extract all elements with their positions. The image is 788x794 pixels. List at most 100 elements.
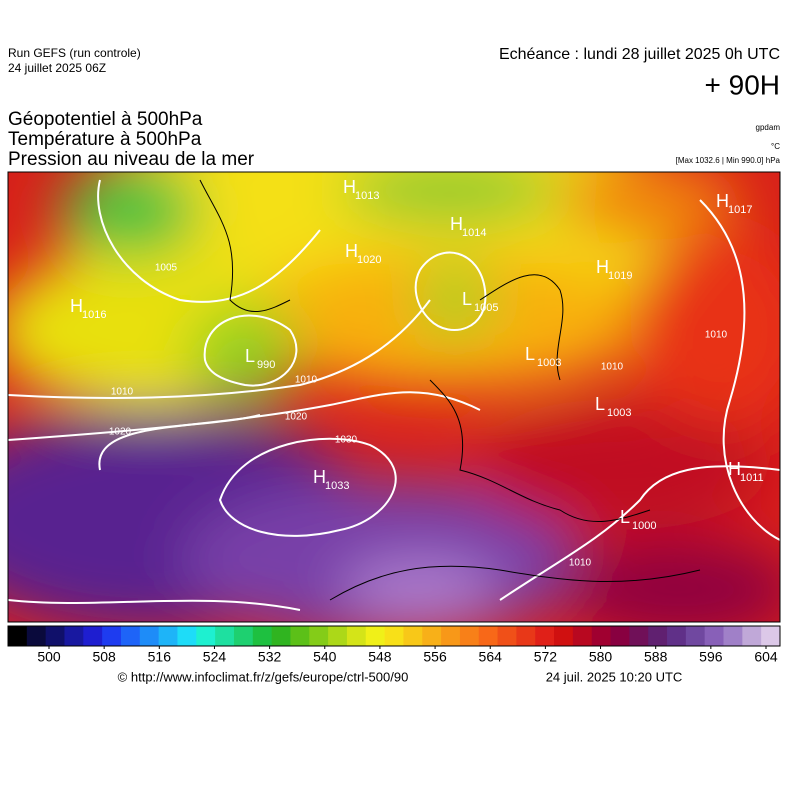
center-letter: L: [245, 346, 255, 366]
center-value: 1033: [325, 480, 349, 492]
center-value: 1005: [474, 302, 498, 314]
colorbar-swatch: [422, 626, 442, 646]
isobar-label: 1020: [285, 412, 308, 423]
colorbar-tick-label: 548: [368, 649, 392, 665]
center-letter: L: [620, 507, 630, 527]
isobar-label: 1010: [295, 375, 318, 386]
center-letter: H: [70, 296, 83, 316]
colorbar-swatch: [441, 626, 461, 646]
colorbar-frame: [7, 625, 781, 647]
isobar-label: 1020: [109, 427, 132, 438]
center-letter: H: [716, 191, 729, 211]
center-letter: H: [345, 241, 358, 261]
colorbar-tick-label: 580: [589, 649, 613, 665]
center-value: 1003: [607, 407, 631, 419]
isobar-label: 1010: [569, 558, 592, 569]
colorbar-swatch: [64, 626, 84, 646]
colorbar-swatch: [233, 626, 254, 646]
colorbar-swatch: [535, 626, 555, 646]
colorbar-swatch: [742, 626, 762, 646]
center-value: 1019: [608, 270, 632, 282]
colorbar-tick-label: 508: [92, 649, 116, 665]
map-frame: [7, 171, 781, 623]
colorbar: 500 508 516 524 532 540 548 556 564 572 580 588 596 6…: [7, 625, 781, 665]
colorbar-swatch: [572, 626, 593, 646]
colorbar-swatch: [610, 626, 630, 646]
center-value: 1013: [355, 190, 379, 202]
colorbar-swatch: [554, 626, 574, 646]
isobar-label: 1010: [111, 387, 134, 398]
center-letter: H: [343, 177, 356, 197]
center-letter: H: [596, 257, 609, 277]
colorbar-swatch: [177, 626, 197, 646]
colorbar-swatch: [497, 626, 517, 646]
colorbar-swatch: [704, 626, 725, 646]
title-line: Géopotentiel à 500hPa: [8, 109, 203, 130]
temperature-field: [8, 172, 780, 622]
center-value: 1016: [82, 309, 106, 321]
colorbar-swatch: [591, 626, 612, 646]
colorbar-swatch: [648, 626, 668, 646]
map: [8, 172, 780, 622]
colorbar-swatch: [667, 626, 687, 646]
center-value: 1014: [462, 227, 486, 239]
colorbar-swatch: [158, 626, 178, 646]
colorbar-swatch: [761, 626, 781, 646]
center-value: 1020: [357, 254, 381, 266]
colorbar-swatch: [516, 626, 536, 646]
colorbar-tick-label: 540: [313, 649, 337, 665]
isobar-label: 1005: [155, 263, 178, 274]
colorbar-swatch: [120, 626, 141, 646]
colorbar-tick-label: 596: [699, 649, 723, 665]
colorbar-swatch: [723, 626, 743, 646]
colorbar-swatch: [83, 626, 103, 646]
colorbar-tick-label: 564: [479, 649, 503, 665]
isobar-label: 1010: [705, 330, 728, 341]
colorbar-swatch: [215, 626, 235, 646]
colorbar-swatch: [346, 626, 367, 646]
colorbar-swatch: [8, 626, 28, 646]
colorbar-swatch: [384, 626, 404, 646]
center-value: 1000: [632, 520, 656, 532]
colorbar-tick-label: 588: [644, 649, 668, 665]
colorbar-swatch: [271, 626, 291, 646]
colorbar-swatch: [102, 626, 122, 646]
center-letter: H: [728, 459, 741, 479]
colorbar-swatch: [365, 626, 386, 646]
center-value: 1017: [728, 204, 752, 216]
unit-label: gpdam: [756, 123, 781, 132]
source-url: © http://www.infoclimat.fr/z/gefs/europe…: [118, 669, 409, 684]
colorbar-swatch: [196, 626, 216, 646]
center-letter: H: [450, 214, 463, 234]
lead-time: + 90H: [705, 69, 781, 100]
title-line: Température à 500hPa: [8, 129, 202, 150]
valid-time: Echéance : lundi 28 juillet 2025 0h UTC: [499, 46, 780, 63]
colorbar-tick-label: 604: [754, 649, 778, 665]
colorbar-tick-label: 556: [423, 649, 447, 665]
colorbar-swatch: [45, 626, 65, 646]
unit-label: [Max 1032.6 | Min 990.0] hPa: [676, 156, 781, 165]
colorbar-tick-label: 500: [37, 649, 61, 665]
center-letter: L: [595, 394, 605, 414]
colorbar-swatch: [459, 626, 480, 646]
colorbar-tick-label: 524: [203, 649, 227, 665]
run-label: Run GEFS (run controle): [8, 46, 141, 60]
center-value: 1011: [740, 472, 764, 484]
isobar-label: 1030: [335, 435, 358, 446]
colorbar-tick-label: 532: [258, 649, 282, 665]
colorbar-swatch: [478, 626, 499, 646]
center-letter: L: [525, 344, 535, 364]
colorbar-swatch: [139, 626, 160, 646]
title-line: Pression au niveau de la mer: [8, 149, 255, 170]
colorbar-swatch: [290, 626, 310, 646]
creation-time: 24 juil. 2025 10:20 UTC: [546, 669, 683, 684]
isobar-label: 1010: [601, 362, 624, 373]
center-value: 1003: [537, 357, 561, 369]
run-date: 24 juillet 2025 06Z: [8, 61, 106, 75]
colorbar-swatch: [252, 626, 273, 646]
colorbar-swatch: [629, 626, 649, 646]
colorbar-swatch: [328, 626, 348, 646]
colorbar-tick-label: 572: [534, 649, 558, 665]
colorbar-tick-label: 516: [148, 649, 172, 665]
